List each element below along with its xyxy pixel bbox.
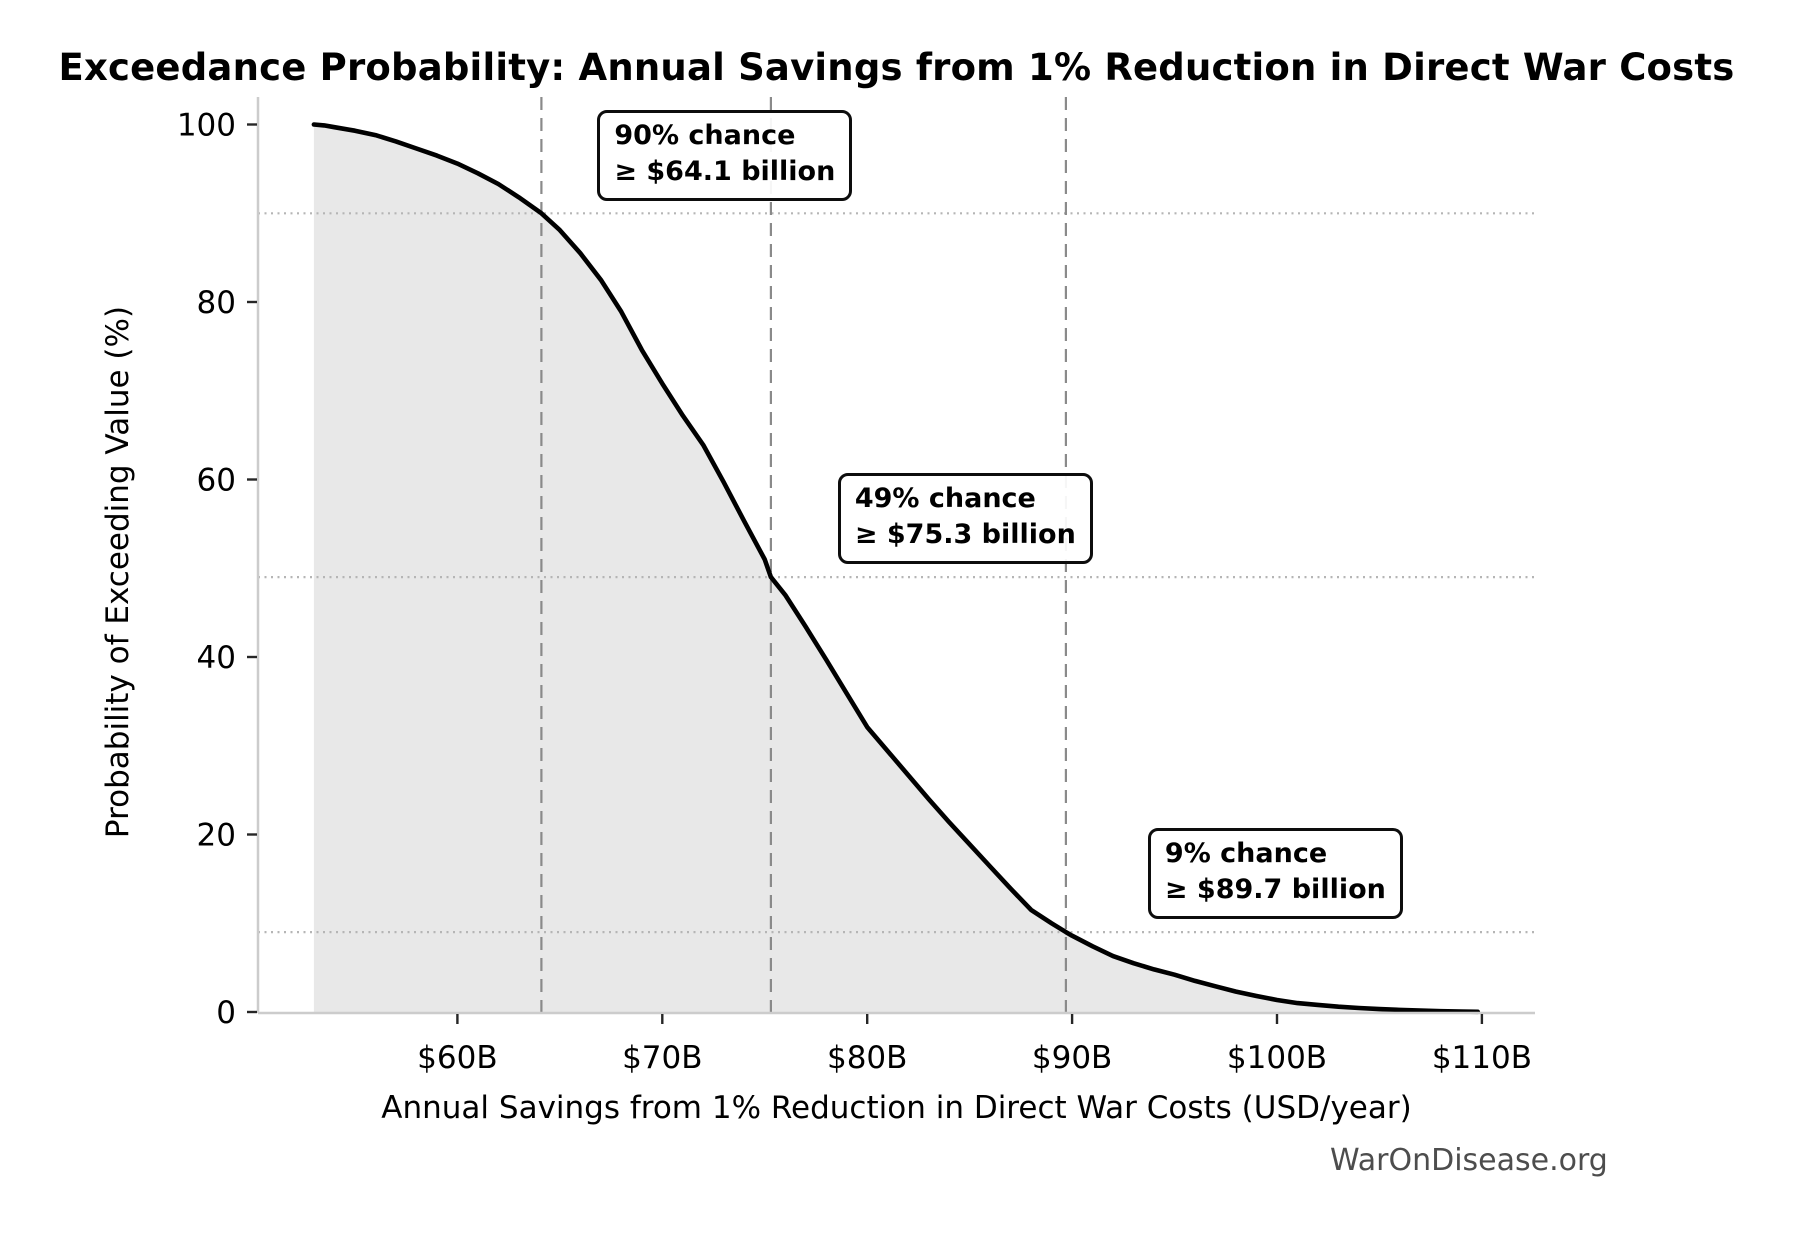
x-tick-label: $100B [1227, 1040, 1327, 1076]
y-tick-label: 0 [216, 995, 236, 1031]
y-tick-label: 20 [197, 818, 236, 854]
annotation-value-text: ≥ $89.7 billion [1164, 874, 1386, 906]
y-tick-label: 100 [177, 108, 236, 144]
x-tick-label: $80B [827, 1040, 907, 1076]
y-tick-label: 60 [197, 463, 236, 499]
watermark: WarOnDisease.org [1330, 1143, 1608, 1178]
annotation-9-percent: 9% chance ≥ $89.7 billion [1147, 828, 1403, 920]
y-axis-label: Probability of Exceeding Value (%) [100, 305, 136, 839]
x-tick-label: $110B [1432, 1040, 1532, 1076]
annotation-chance-text: 90% chance [614, 120, 796, 152]
exceedance-curve [311, 122, 1481, 1015]
annotation-90-percent: 90% chance ≥ $64.1 billion [597, 110, 853, 202]
annotation-chance-text: 49% chance [854, 483, 1036, 515]
area-under-curve [313, 124, 1478, 1012]
annotation-value-text: ≥ $75.3 billion [854, 519, 1076, 551]
y-tick-label: 80 [197, 285, 236, 321]
x-tick-label: $60B [417, 1040, 497, 1076]
chart-title: Exceedance Probability: Annual Savings f… [58, 46, 1735, 89]
x-tick-label: $70B [622, 1040, 702, 1076]
annotation-value-text: ≥ $64.1 billion [614, 156, 836, 188]
annotation-chance-text: 9% chance [1164, 838, 1328, 870]
annotation-49-percent: 49% chance ≥ $75.3 billion [837, 473, 1093, 565]
x-axis-label: Annual Savings from 1% Reduction in Dire… [381, 1090, 1412, 1126]
y-tick-label: 40 [197, 640, 236, 676]
x-tick-label: $90B [1032, 1040, 1112, 1076]
